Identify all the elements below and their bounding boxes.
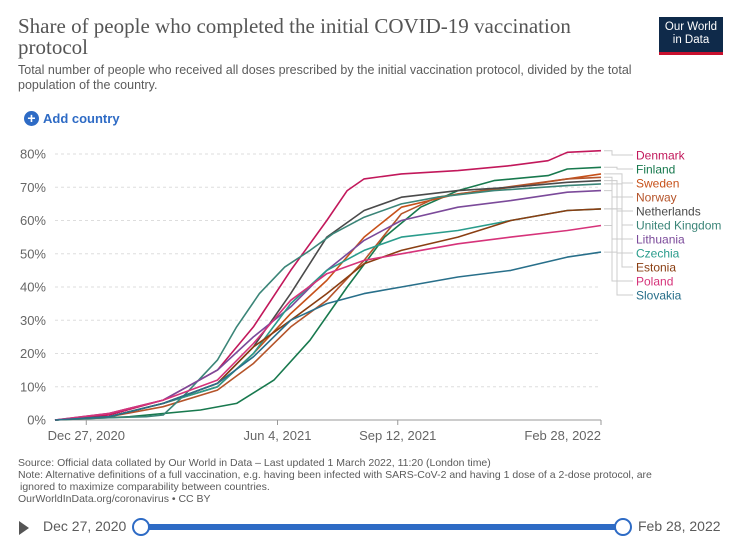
chart-title: Share of people who completed the initia… (18, 14, 571, 59)
legend-connector (604, 190, 633, 240)
y-tick-label: 70% (20, 180, 46, 195)
timeline: Dec 27, 2020 Feb 28, 2022 (0, 515, 741, 539)
legend-label-poland: Poland (636, 275, 673, 289)
legend-label-finland: Finland (636, 163, 675, 177)
y-tick-label: 0% (27, 413, 46, 428)
plus-circle-icon: + (24, 111, 39, 126)
legend-label-denmark: Denmark (636, 149, 686, 163)
line-chart: 0% 10% 20% 30% 40% 50% 60% 70% 80% Dec 27, 2020 Ju… (20, 147, 721, 444)
credit-link[interactable]: OurWorldInData.org/coronavirus • CC BY (18, 493, 211, 505)
series-line-sweden (54, 173, 602, 421)
x-tick-label: Jun 4, 2021 (244, 428, 312, 443)
y-tick-label: 30% (20, 313, 46, 328)
legend-connector (604, 183, 633, 226)
x-tick-label: Sep 12, 2021 (359, 428, 436, 443)
legend-label-sweden: Sweden (636, 177, 679, 191)
timeline-end-handle[interactable] (614, 518, 632, 536)
y-tick-label: 10% (20, 379, 46, 394)
series-line-poland (54, 224, 602, 421)
note-text-1: Note: Alternative definitions of a full … (18, 469, 652, 481)
series-line-norway (54, 176, 602, 421)
y-tick-label: 20% (20, 346, 46, 361)
source-text: Source: Official data collated by Our Wo… (18, 457, 491, 469)
legend-connector (604, 251, 633, 296)
legend-label-lithuania: Lithuania (636, 233, 685, 247)
chart-subtitle: Total number of people who received all … (18, 63, 632, 92)
series-line-slovakia (54, 251, 602, 421)
series-line-denmark (54, 149, 602, 421)
play-icon[interactable] (19, 521, 29, 535)
legend-label-slovakia: Slovakia (636, 289, 682, 303)
add-country-label: Add country (43, 111, 120, 126)
x-tick-label: Dec 27, 2020 (48, 428, 125, 443)
add-country-button[interactable]: + Add country (24, 111, 120, 126)
legend-connector (604, 150, 633, 156)
y-tick-label: 80% (20, 147, 46, 162)
series-line-netherlands (54, 179, 602, 421)
legend-connector (604, 180, 633, 212)
logo-line-1: Our World (664, 21, 718, 33)
y-tick-label: 50% (20, 246, 46, 261)
legend-label-united-kingdom: United Kingdom (636, 219, 721, 233)
legend-connector (604, 208, 633, 254)
owid-logo[interactable]: Our World in Data (659, 17, 723, 55)
timeline-start-label: Dec 27, 2020 (43, 518, 127, 534)
legend-connector (604, 225, 633, 282)
legend-connector (604, 173, 633, 184)
legend-label-netherlands: Netherlands (636, 205, 701, 219)
timeline-end-label: Feb 28, 2022 (638, 518, 721, 534)
series-line-united-kingdom (54, 183, 602, 421)
x-tick-label: Feb 28, 2022 (524, 428, 601, 443)
logo-line-2: in Data (672, 34, 710, 46)
legend-connector (604, 166, 633, 170)
legend-connector (604, 208, 633, 268)
y-tick-label: 40% (20, 280, 46, 295)
legend-label-norway: Norway (636, 191, 677, 205)
note-text-2: ignored to maximize comparability betwee… (20, 481, 270, 493)
legend-label-czechia: Czechia (636, 247, 680, 261)
y-tick-label: 60% (20, 213, 46, 228)
legend-label-estonia: Estonia (636, 261, 676, 275)
timeline-track[interactable] (141, 524, 623, 530)
timeline-start-handle[interactable] (132, 518, 150, 536)
series-line-lithuania (54, 189, 602, 421)
footer: Source: Official data collated by Our Wo… (18, 457, 718, 505)
series-line-finland (54, 166, 602, 421)
